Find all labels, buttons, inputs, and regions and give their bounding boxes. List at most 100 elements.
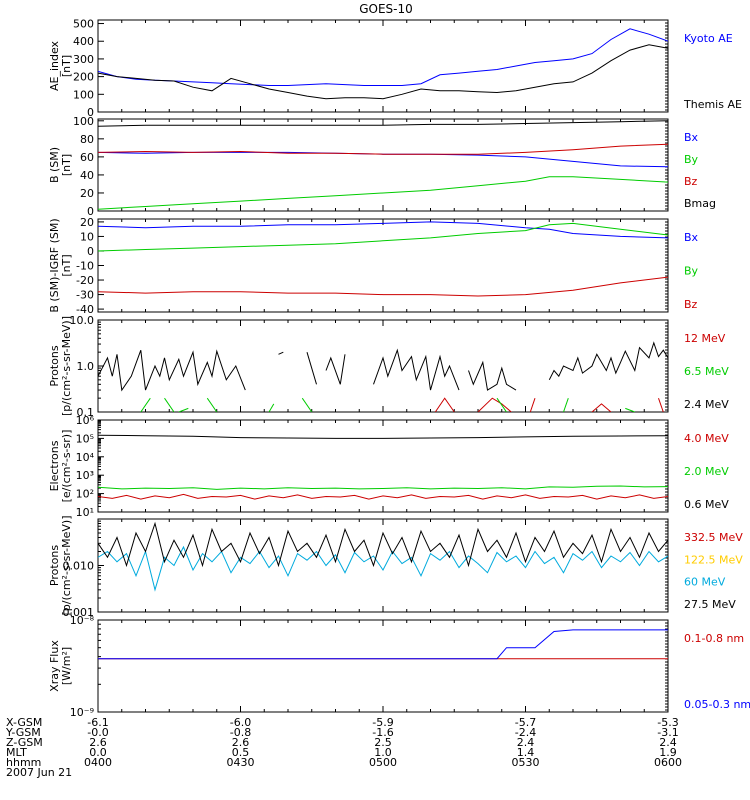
y-tick-label: 100 (73, 115, 94, 128)
legend-label: By (684, 153, 699, 166)
axis-row-value: 1.9 (659, 746, 677, 759)
legend-label: 332.5 MeV (684, 531, 743, 544)
date-label: 2007 Jun 21 (6, 766, 72, 779)
series-line (625, 407, 635, 412)
axis-row-value: 0500 (369, 756, 397, 769)
y-axis-label-units: [W/m²] (60, 647, 73, 685)
y-axis-label-units: [nT] (60, 254, 73, 276)
y-tick-label: 0.001 (63, 606, 95, 619)
series-line (98, 493, 668, 500)
legend-label: 12 MeV (684, 332, 726, 345)
series-line (563, 398, 569, 412)
series-line (468, 360, 517, 391)
series-line (591, 403, 612, 412)
legend-label: 6.5 MeV (684, 365, 729, 378)
y-tick-label: 80 (80, 133, 94, 146)
axis-row-value: 0400 (84, 756, 112, 769)
y-axis-label: AE_index (48, 40, 61, 91)
series-line (98, 545, 668, 592)
axis-row-value: -6.1 (87, 716, 108, 729)
axis-row-value: -0.0 (87, 726, 108, 739)
legend-label: Bz (684, 298, 698, 311)
axis-row-value: 0600 (654, 756, 682, 769)
y-tick-label: 10.0 (70, 314, 95, 327)
axis-row-value: 2.6 (89, 736, 107, 749)
series-line (98, 629, 668, 660)
axis-row-label: Y-GSM (5, 726, 41, 739)
series-line (658, 398, 664, 412)
series-line (164, 397, 175, 412)
y-tick-label: 10⁶ (76, 414, 95, 427)
y-tick-label: 200 (73, 71, 94, 84)
y-axis-label-units: [p/(cm²-s-sr-MeV)] (60, 316, 73, 416)
y-tick-label: 10² (76, 488, 94, 501)
y-axis-label: Protons (48, 345, 61, 386)
series-line (325, 354, 346, 385)
y-tick-label: 0 (87, 245, 94, 258)
panel-5: 10¹ 10² 10³ 10⁴ 10⁵ 10⁶ Electrons [e/(cm²-s-sr)… (48, 414, 729, 519)
y-axis-label: B (SM)-IGRF (SM) (48, 218, 61, 312)
legend-label: Kyoto AE (684, 32, 733, 45)
time-axis-table: X-GSM -6.1 -6.0 -5.9 -5.7 -5.3 Y-GSM -0.0 -0.8 -1… (5, 716, 682, 769)
series-line (529, 398, 536, 412)
axis-row-value: -5.7 (515, 716, 536, 729)
panel-frame (97, 118, 669, 212)
axis-row-value: -3.1 (657, 726, 678, 739)
y-axis-label-units: [p/(cm²-s-sr-MeV)] (60, 516, 73, 616)
y-tick-label: -40 (76, 303, 94, 316)
y-axis-label: B (SM) (48, 147, 61, 183)
y-tick-label: 20 (80, 187, 94, 200)
legend-label: Bmag (684, 197, 716, 210)
axis-row-label: X-GSM (6, 716, 42, 729)
series-line (98, 349, 246, 392)
legend-label: 122.5 MeV (684, 553, 743, 566)
axis-row-value: 2.5 (374, 736, 392, 749)
legend-label: 27.5 MeV (684, 598, 736, 611)
series-line (477, 397, 512, 412)
y-tick-label: 0.1 (77, 406, 95, 419)
panel-frame (97, 218, 669, 313)
y-tick-label: 10³ (76, 469, 94, 482)
y-tick-label: 500 (73, 18, 94, 31)
legend-label: Bx (684, 231, 699, 244)
series-line (98, 120, 668, 127)
y-tick-label: 1.0 (77, 360, 95, 373)
series-line (98, 222, 668, 252)
y-tick-label: 10⁻⁹ (70, 706, 94, 719)
axis-row-value: -1.6 (372, 726, 393, 739)
y-tick-label: -10 (76, 260, 94, 273)
y-tick-label: 400 (73, 35, 94, 48)
series-line (301, 397, 313, 412)
axis-row-value: 0530 (512, 756, 540, 769)
legend-label: 4.0 MeV (684, 432, 729, 445)
legend-label: Bx (684, 131, 699, 144)
series-line (98, 221, 668, 239)
axis-row-value: 0.0 (89, 746, 107, 759)
panel-7: 10⁻⁹ 10⁻⁸ Xray Flux [W/m²] 0.1-0.8 nm 0.05-0.… (48, 614, 750, 719)
series-line (98, 276, 668, 297)
series-line (268, 403, 275, 412)
y-tick-label: 0 (87, 205, 94, 218)
axis-row-value: 2.4 (659, 736, 677, 749)
series-line (206, 397, 218, 412)
axis-row-value: -5.3 (657, 716, 678, 729)
y-tick-label: 60 (80, 151, 94, 164)
series-line (496, 397, 507, 412)
panel-4: 0.1 1.0 10.0 Protons [p/(cm²-s-sr-MeV)] 12 Me… (48, 314, 729, 419)
series-line (98, 28, 668, 86)
legend-label: 0.05-0.3 nm (684, 698, 750, 711)
y-tick-label: 0 (87, 106, 94, 119)
series-line (98, 143, 668, 155)
y-tick-label: 100 (73, 88, 94, 101)
axis-row-value: 2.4 (517, 736, 535, 749)
panel-frame (97, 319, 669, 413)
axis-row-value: 2.6 (232, 736, 250, 749)
series-line (373, 348, 460, 391)
y-tick-label: 10⁴ (76, 451, 95, 464)
axis-row-value: 1.4 (517, 746, 535, 759)
legend-label: 2.4 MeV (684, 398, 729, 411)
series-line (98, 44, 668, 100)
series-line (98, 521, 668, 568)
series-line (434, 397, 455, 412)
y-tick-label: 10 (80, 230, 94, 243)
